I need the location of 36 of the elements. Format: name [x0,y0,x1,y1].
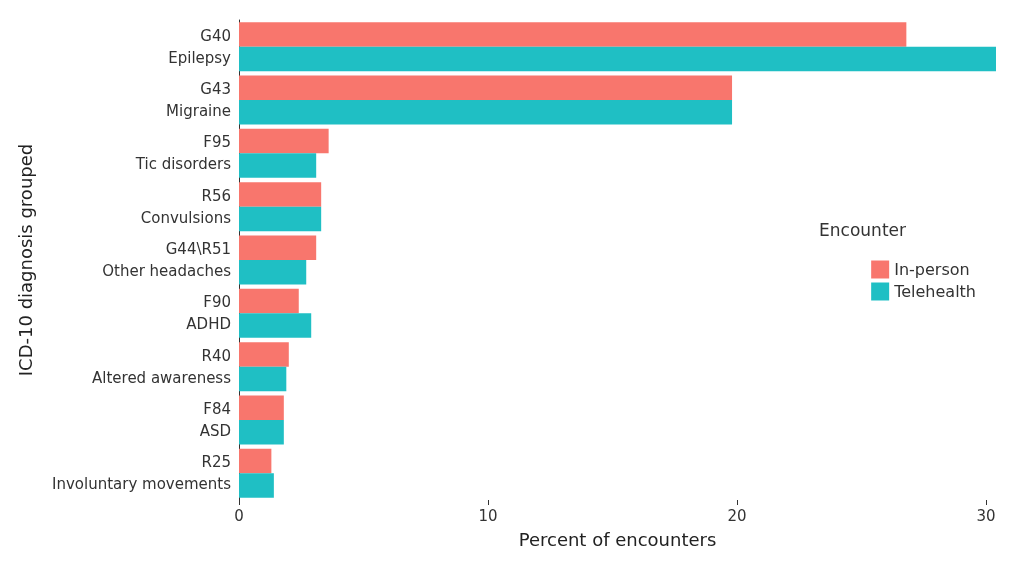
bar [239,313,312,338]
bar [239,395,284,420]
x-tick-label: 20 [727,506,747,525]
bar [239,473,274,498]
bar [239,366,287,392]
y-tick-label: R40 Altered awareness [92,346,232,387]
bar [239,182,322,207]
bar [239,22,907,47]
bar [239,100,733,125]
bar [239,46,996,72]
x-tick-label: 30 [976,506,996,525]
y-tick-label: F90 ADHD [186,293,231,334]
bar [239,128,329,154]
bar [239,420,284,445]
y-tick-label: F84 ASD [199,400,231,440]
y-tick-label: F95 Tic disorders [134,133,232,174]
legend-title: Encounter [819,219,907,240]
bar [239,288,299,314]
bar [239,75,733,100]
bar [239,235,317,260]
legend-label: Telehealth [893,282,977,301]
x-tick-label: 0 [234,506,244,525]
bar [239,448,272,474]
bar [239,260,307,285]
bar [239,206,322,232]
y-tick-label: G40 Epilepsy [168,26,232,67]
y-tick-label: R25 Involuntary movements [52,453,232,494]
legend-label: In-person [894,260,970,279]
x-axis-title: Percent of encounters [518,528,717,550]
y-axis-title: ICD-10 diagnosis grouped [14,143,36,377]
bar [239,153,317,178]
x-tick-label: 10 [478,506,498,525]
y-tick-label: R56 Convulsions [140,186,232,227]
y-tick-label: G44\R51 Other headaches [102,240,232,280]
bar [239,342,289,367]
y-tick-label: G43 Migraine [166,80,231,120]
